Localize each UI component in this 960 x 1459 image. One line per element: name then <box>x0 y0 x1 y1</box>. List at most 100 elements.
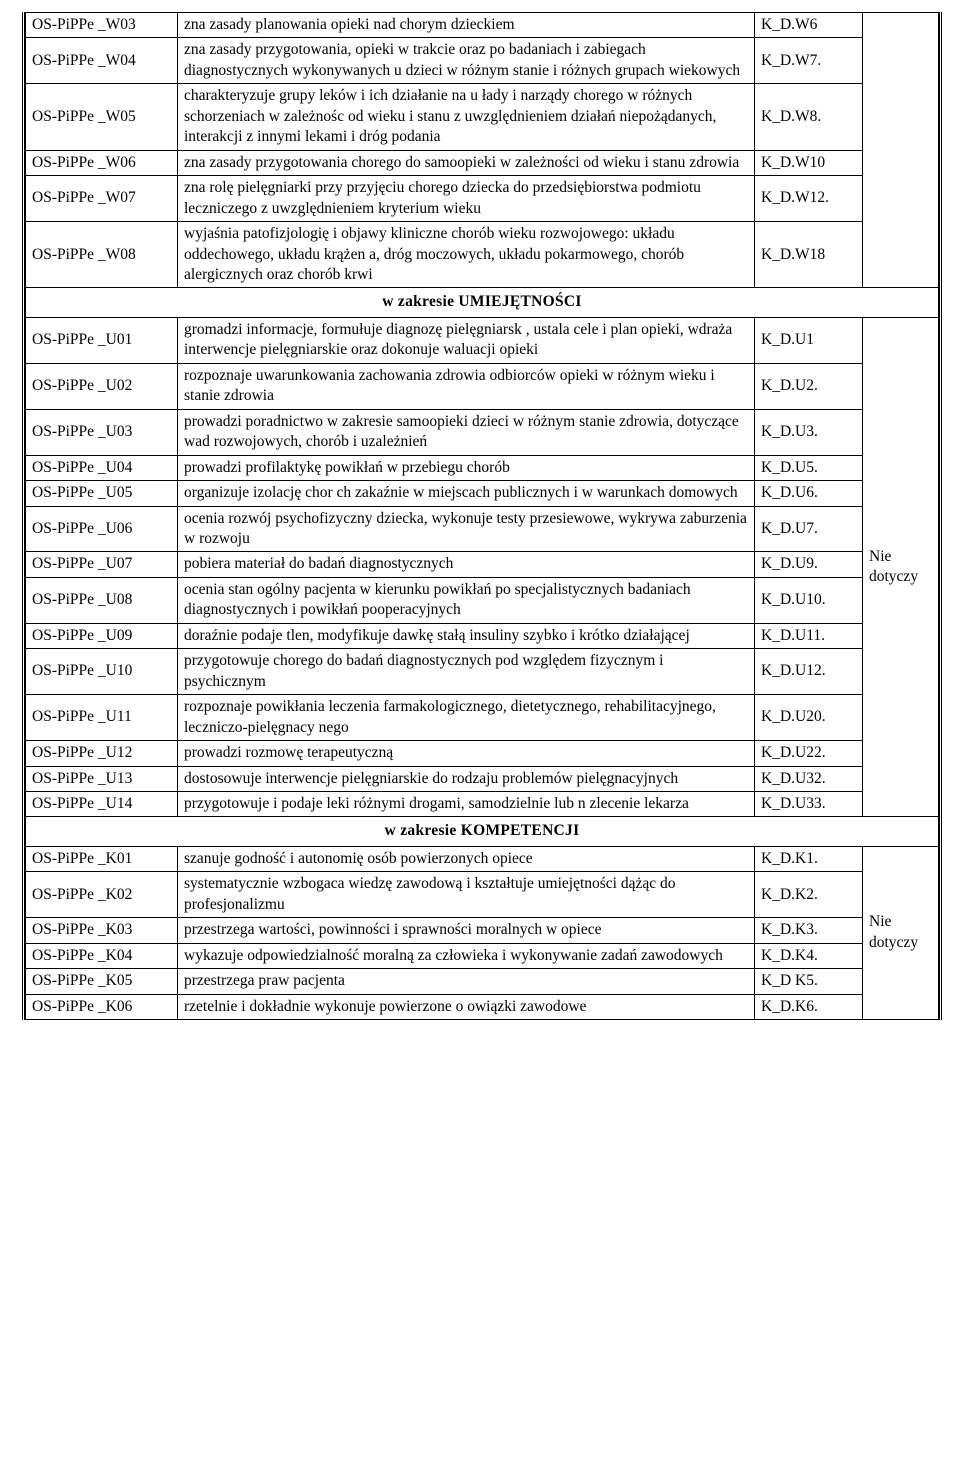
outcome-code: OS-PiPPe _K01 <box>26 846 178 871</box>
outcome-code: OS-PiPPe _U06 <box>26 506 178 552</box>
outcome-desc: dostosowuje interwencje pielęgniarskie d… <box>178 766 755 791</box>
note-cell <box>863 13 939 288</box>
table-row: OS-PiPPe _K02systematycznie wzbogaca wie… <box>26 872 939 918</box>
table-row: OS-PiPPe _U05organizuje izolację chor ch… <box>26 481 939 506</box>
outcome-code: OS-PiPPe _K04 <box>26 943 178 968</box>
table-row: OS-PiPPe _U09doraźnie podaje tlen, modyf… <box>26 623 939 648</box>
outcome-ref: K_D.W8. <box>755 84 863 150</box>
outcome-desc: zna zasady planowania opieki nad chorym … <box>178 13 755 38</box>
table-row: OS-PiPPe _U14przygotowuje i podaje leki … <box>26 791 939 816</box>
outcome-ref: K_D.U7. <box>755 506 863 552</box>
outcome-desc: przygotowuje chorego do badań diagnostyc… <box>178 649 755 695</box>
outcome-ref: K_D K5. <box>755 969 863 994</box>
table-row: OS-PiPPe _U10przygotowuje chorego do bad… <box>26 649 939 695</box>
outcome-ref: K_D.K6. <box>755 994 863 1019</box>
outcome-code: OS-PiPPe _K03 <box>26 918 178 943</box>
outcome-desc: przestrzega wartości, powinności i spraw… <box>178 918 755 943</box>
outcome-ref: K_D.U12. <box>755 649 863 695</box>
table-row: OS-PiPPe _W07zna rolę pielęgniarki przy … <box>26 176 939 222</box>
outcome-desc: wykazuje odpowiedzialność moralną za czł… <box>178 943 755 968</box>
outcome-desc: ocenia stan ogólny pacjenta w kierunku p… <box>178 577 755 623</box>
section-header-row: w zakresie KOMPETENCJI <box>26 817 939 846</box>
outcome-ref: K_D.W12. <box>755 176 863 222</box>
outcome-ref: K_D.U33. <box>755 791 863 816</box>
outcome-desc: charakteryzuje grupy leków i ich działan… <box>178 84 755 150</box>
outcome-desc: doraźnie podaje tlen, modyfikuje dawkę s… <box>178 623 755 648</box>
table-row: OS-PiPPe _U03prowadzi poradnictwo w zakr… <box>26 409 939 455</box>
table-row: OS-PiPPe _K03przestrzega wartości, powin… <box>26 918 939 943</box>
outcome-code: OS-PiPPe _W04 <box>26 38 178 84</box>
table-row: OS-PiPPe _W08wyjaśnia patofizjologię i o… <box>26 222 939 288</box>
outcome-ref: K_D.W10 <box>755 150 863 175</box>
section-header: w zakresie KOMPETENCJI <box>26 817 939 846</box>
outcome-code: OS-PiPPe _W07 <box>26 176 178 222</box>
section-header: w zakresie UMIEJĘTNOŚCI <box>26 288 939 317</box>
outcome-ref: K_D.K2. <box>755 872 863 918</box>
outcome-desc: prowadzi poradnictwo w zakresie samoopie… <box>178 409 755 455</box>
table-row: OS-PiPPe _U06ocenia rozwój psychofizyczn… <box>26 506 939 552</box>
table-row: OS-PiPPe _K01szanuje godność i autonomię… <box>26 846 939 871</box>
outcome-code: OS-PiPPe _U09 <box>26 623 178 648</box>
outcome-desc: zna zasady przygotowania chorego do samo… <box>178 150 755 175</box>
outcome-desc: organizuje izolację chor ch zakaźnie w m… <box>178 481 755 506</box>
outcome-ref: K_D.U6. <box>755 481 863 506</box>
table-row: OS-PiPPe _W05charakteryzuje grupy leków … <box>26 84 939 150</box>
outcome-ref: K_D.K1. <box>755 846 863 871</box>
table-row: OS-PiPPe _K05przestrzega praw pacjentaK_… <box>26 969 939 994</box>
outcome-code: OS-PiPPe _U01 <box>26 317 178 363</box>
outcome-code: OS-PiPPe _U03 <box>26 409 178 455</box>
outcome-code: OS-PiPPe _U04 <box>26 455 178 480</box>
table-row: OS-PiPPe _K06rzetelnie i dokładnie wykon… <box>26 994 939 1019</box>
table-row: OS-PiPPe _U08ocenia stan ogólny pacjenta… <box>26 577 939 623</box>
outcome-code: OS-PiPPe _W06 <box>26 150 178 175</box>
outcome-desc: ocenia rozwój psychofizyczny dziecka, wy… <box>178 506 755 552</box>
outcome-code: OS-PiPPe _U07 <box>26 552 178 577</box>
outcome-ref: K_D.U5. <box>755 455 863 480</box>
outcome-code: OS-PiPPe _U14 <box>26 791 178 816</box>
outcome-code: OS-PiPPe _K06 <box>26 994 178 1019</box>
outcome-ref: K_D.U11. <box>755 623 863 648</box>
table-row: OS-PiPPe _W06zna zasady przygotowania ch… <box>26 150 939 175</box>
outcome-code: OS-PiPPe _K05 <box>26 969 178 994</box>
section-header-row: w zakresie UMIEJĘTNOŚCI <box>26 288 939 317</box>
outcome-code: OS-PiPPe _U05 <box>26 481 178 506</box>
outcome-desc: prowadzi profilaktykę powikłań w przebie… <box>178 455 755 480</box>
outcome-ref: K_D.U20. <box>755 695 863 741</box>
outcome-code: OS-PiPPe _U13 <box>26 766 178 791</box>
table-row: OS-PiPPe _U13dostosowuje interwencje pie… <box>26 766 939 791</box>
note-cell: Nie dotyczy <box>863 317 939 817</box>
outcome-ref: K_D.W6 <box>755 13 863 38</box>
outcome-desc: rozpoznaje powikłania leczenia farmakolo… <box>178 695 755 741</box>
table-row: OS-PiPPe _W04zna zasady przygotowania, o… <box>26 38 939 84</box>
outcome-ref: K_D.K3. <box>755 918 863 943</box>
table-row: OS-PiPPe _U04prowadzi profilaktykę powik… <box>26 455 939 480</box>
table-row: OS-PiPPe _U11rozpoznaje powikłania lecze… <box>26 695 939 741</box>
document-frame: OS-PiPPe _W03zna zasady planowania opiek… <box>22 12 942 1020</box>
outcome-code: OS-PiPPe _W05 <box>26 84 178 150</box>
outcome-desc: zna rolę pielęgniarki przy przyjęciu cho… <box>178 176 755 222</box>
outcome-desc: zna zasady przygotowania, opieki w trakc… <box>178 38 755 84</box>
outcome-ref: K_D.U9. <box>755 552 863 577</box>
outcome-code: OS-PiPPe _W08 <box>26 222 178 288</box>
outcome-code: OS-PiPPe _U10 <box>26 649 178 695</box>
outcome-desc: przygotowuje i podaje leki różnymi droga… <box>178 791 755 816</box>
outcome-desc: szanuje godność i autonomię osób powierz… <box>178 846 755 871</box>
table-row: OS-PiPPe _W03zna zasady planowania opiek… <box>26 13 939 38</box>
outcome-code: OS-PiPPe _W03 <box>26 13 178 38</box>
outcome-desc: prowadzi rozmowę terapeutyczną <box>178 741 755 766</box>
outcome-ref: K_D.W7. <box>755 38 863 84</box>
outcome-ref: K_D.U22. <box>755 741 863 766</box>
outcome-code: OS-PiPPe _K02 <box>26 872 178 918</box>
outcome-ref: K_D.U3. <box>755 409 863 455</box>
outcome-ref: K_D.K4. <box>755 943 863 968</box>
outcome-ref: K_D.W18 <box>755 222 863 288</box>
outcome-desc: przestrzega praw pacjenta <box>178 969 755 994</box>
table-row: OS-PiPPe _U07pobiera materiał do badań d… <box>26 552 939 577</box>
outcome-desc: systematycznie wzbogaca wiedzę zawodową … <box>178 872 755 918</box>
outcome-code: OS-PiPPe _U12 <box>26 741 178 766</box>
table-row: OS-PiPPe _U12prowadzi rozmowę terapeutyc… <box>26 741 939 766</box>
outcome-desc: gromadzi informacje, formułuje diagnozę … <box>178 317 755 363</box>
table-row: OS-PiPPe _U02rozpoznaje uwarunkowania za… <box>26 363 939 409</box>
outcome-ref: K_D.U32. <box>755 766 863 791</box>
outcome-desc: pobiera materiał do badań diagnostycznyc… <box>178 552 755 577</box>
